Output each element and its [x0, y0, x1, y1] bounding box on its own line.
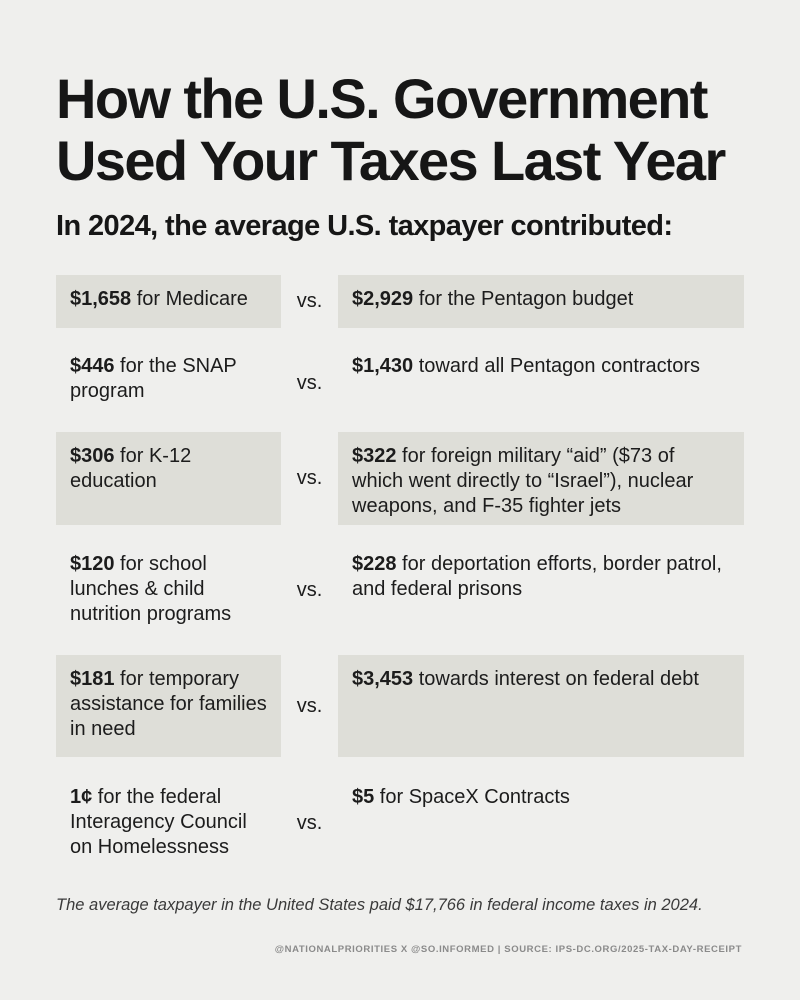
- vs-label: vs.: [296, 811, 323, 834]
- left-amount: $446: [70, 355, 115, 377]
- left-item: $1,658 for Medicare: [56, 275, 281, 328]
- right-description: for SpaceX Contracts: [374, 786, 570, 808]
- right-item: $322 for foreign military “aid” ($73 of …: [338, 432, 744, 525]
- vs-label: vs.: [296, 467, 323, 489]
- right-amount: $1,430: [352, 355, 414, 377]
- left-amount: $181: [70, 668, 115, 690]
- right-item: $3,453 towards interest on federal debt: [338, 655, 744, 757]
- comparison-row-medicare: $1,658 for Medicare vs. $2,929 for the P…: [56, 275, 744, 328]
- left-description: for K-12 education: [70, 445, 192, 492]
- right-description: for the Pentagon budget: [413, 288, 634, 310]
- right-amount: $5: [352, 786, 375, 808]
- vs-label: vs.: [296, 371, 323, 394]
- comparison-row-homelessness: 1¢ for the federal Interagency Council o…: [56, 773, 744, 873]
- left-amount: $120: [70, 553, 115, 575]
- left-description: for school lunches & child nutrition pro…: [70, 553, 232, 625]
- right-amount: $2,929: [352, 288, 414, 310]
- vs-label: vs.: [296, 290, 323, 312]
- left-amount: $1,658: [70, 288, 132, 310]
- source-credits: @NATIONALPRIORITIES X @SO.INFORMED | SOU…: [274, 944, 742, 955]
- left-item: $181 for temporary assistance for famili…: [56, 655, 281, 757]
- page-subtitle: In 2024, the average U.S. taxpayer contr…: [56, 210, 673, 242]
- left-item: 1¢ for the federal Interagency Council o…: [56, 773, 281, 873]
- right-amount: $228: [352, 553, 397, 575]
- left-description: for the federal Interagency Council on H…: [70, 786, 247, 858]
- left-item: $306 for K-12 education: [56, 432, 281, 525]
- right-item: $2,929 for the Pentagon budget: [338, 275, 744, 328]
- right-item: $228 for deportation efforts, border pat…: [338, 540, 744, 640]
- comparison-row-k12: $306 for K-12 education vs. $322 for for…: [56, 432, 744, 525]
- comparison-row-school-lunches: $120 for school lunches & child nutritio…: [56, 540, 744, 640]
- vs-label: vs.: [296, 694, 323, 717]
- comparison-row-family-assistance: $181 for temporary assistance for famili…: [56, 655, 744, 757]
- footnote: The average taxpayer in the United State…: [56, 896, 703, 914]
- left-amount: $306: [70, 445, 115, 467]
- right-item: $5 for SpaceX Contracts: [338, 773, 744, 873]
- page-title: How the U.S. Government Used Your Taxes …: [56, 67, 726, 192]
- right-item: $1,430 toward all Pentagon contractors: [338, 342, 744, 424]
- left-item: $120 for school lunches & child nutritio…: [56, 540, 281, 640]
- right-amount: $322: [352, 445, 397, 467]
- right-amount: $3,453: [352, 668, 414, 690]
- right-description: towards interest on federal debt: [413, 668, 699, 690]
- right-description: for deportation efforts, border patrol, …: [352, 553, 722, 600]
- left-description: for temporary assistance for families in…: [70, 668, 267, 740]
- left-description: for the SNAP program: [70, 355, 237, 402]
- comparison-row-snap: $446 for the SNAP program vs. $1,430 tow…: [56, 342, 744, 424]
- left-amount: 1¢: [70, 786, 93, 808]
- right-description: toward all Pentagon contractors: [413, 355, 700, 377]
- left-description: for Medicare: [131, 288, 248, 310]
- left-item: $446 for the SNAP program: [56, 342, 281, 424]
- vs-label: vs.: [296, 578, 323, 601]
- right-description: for foreign military “aid” ($73 of which…: [352, 445, 694, 517]
